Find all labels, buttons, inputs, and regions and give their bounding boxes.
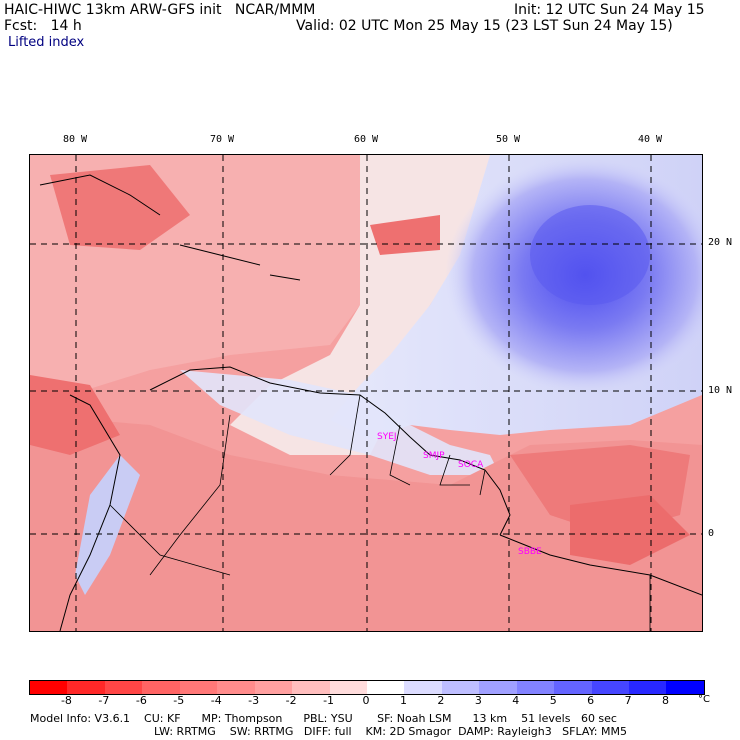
- colorbar-segment: [254, 681, 293, 694]
- colorbar-tick-label: -7: [98, 694, 110, 707]
- colorbar-tick-label: -5: [173, 694, 185, 707]
- caribbean-red-patch-1: [50, 165, 190, 250]
- colorbar-segment: [142, 681, 180, 694]
- colorbar-tick-label: -4: [210, 694, 222, 707]
- forecast-hour: Fcst: 14 h: [4, 18, 82, 34]
- lon-label-80w: 80 W: [62, 134, 88, 145]
- colorbar-tick-label: 2: [437, 694, 445, 707]
- southeast-red-patch: [570, 495, 690, 565]
- model-title: HAIC-HIWC 13km ARW-GFS init NCAR/MMM: [4, 2, 316, 18]
- lon-label-70w: 70 W: [209, 134, 235, 145]
- lon-label-40w: 40 W: [637, 134, 663, 145]
- colorbar-segment: [629, 681, 667, 694]
- colorbar-tick-label: -6: [135, 694, 147, 707]
- andes-blue-strip: [75, 455, 140, 595]
- site-label-sbbe: SBBE: [518, 547, 542, 557]
- colorbar-segment: [329, 681, 367, 694]
- lon-label-50w: 50 W: [495, 134, 521, 145]
- colorbar-segment: [479, 681, 517, 694]
- map-svg: [30, 155, 702, 631]
- init-time: Init: 12 UTC Sun 24 May 15: [514, 2, 705, 18]
- colorbar-segment: [554, 681, 592, 694]
- colorbar-tick-label: 0: [362, 694, 370, 707]
- colorbar-unit: °C: [698, 694, 710, 705]
- colorbar-tick-label: 8: [662, 694, 670, 707]
- colorbar-tick-label: 6: [587, 694, 595, 707]
- lat-label-0: 0: [708, 528, 715, 539]
- colorbar-tick-label: -1: [323, 694, 335, 707]
- colorbar-tick-label: 1: [399, 694, 407, 707]
- colorbar: [29, 680, 705, 695]
- coastal-wisp: [180, 370, 500, 475]
- colorbar-segment: [30, 681, 68, 694]
- colorbar-tick-label: 3: [474, 694, 482, 707]
- colorbar-tick-label: 4: [512, 694, 520, 707]
- lat-label-20n: 20 N: [708, 237, 733, 248]
- colorbar-segment: [104, 681, 143, 694]
- colorbar-tick-label: 7: [624, 694, 632, 707]
- colorbar-segment: [591, 681, 629, 694]
- colorbar-segment: [666, 681, 704, 694]
- borders: [109, 394, 651, 631]
- caribbean-red-patch-2: [370, 215, 440, 255]
- lat-label-10n: 10 N: [708, 385, 733, 396]
- stable-core-inner: [530, 205, 650, 305]
- colorbar-tick-label: 5: [549, 694, 557, 707]
- site-label-smjp: SMJP: [423, 451, 445, 461]
- colorbar-tick-label: -8: [60, 694, 72, 707]
- colorbar-tick-label: -2: [285, 694, 297, 707]
- colorbar-segment: [441, 681, 480, 694]
- site-label-soca: SOCA: [458, 460, 484, 470]
- lon-label-60w: 60 W: [353, 134, 379, 145]
- colorbar-segment: [67, 681, 105, 694]
- site-label-syej: SYEJ: [377, 432, 397, 442]
- colorbar-segment: [404, 681, 442, 694]
- colorbar-segment: [179, 681, 218, 694]
- valid-time: Valid: 02 UTC Mon 25 May 15 (23 LST Sun …: [296, 18, 673, 34]
- colorbar-tick-label: -3: [248, 694, 260, 707]
- field-name: Lifted index: [8, 35, 85, 50]
- colorbar-segment: [366, 681, 405, 694]
- graticule: [30, 155, 702, 631]
- colorbar-segment: [292, 681, 330, 694]
- colorbar-segment: [217, 681, 255, 694]
- lifted-index-map: [29, 154, 703, 632]
- colorbar-segment: [516, 681, 555, 694]
- footer-physics-info: LW: RRTMG SW: RRTMG DIFF: full KM: 2D Sm…: [154, 725, 627, 738]
- colombia-red-patch: [30, 375, 120, 455]
- footer-model-info: Model Info: V3.6.1 CU: KF MP: Thompson P…: [30, 712, 617, 725]
